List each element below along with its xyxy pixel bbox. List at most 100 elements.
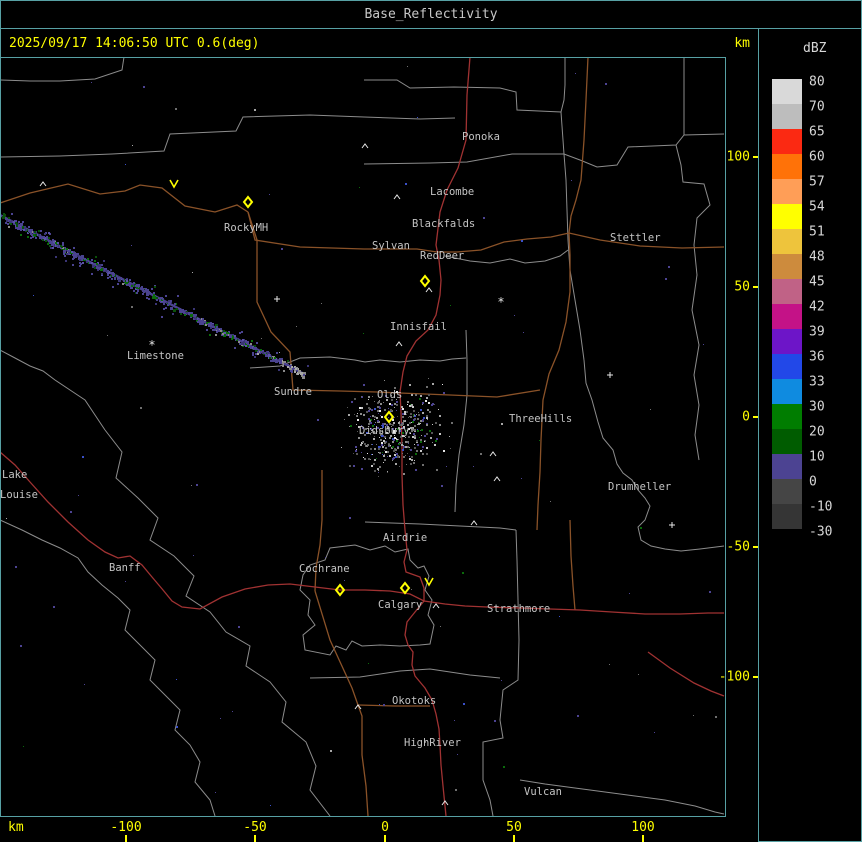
radar-echo-pixel [391,399,392,400]
radar-echo-pixel [426,433,428,435]
boundary-line [104,429,331,816]
radar-echo-pixel [609,664,610,665]
radar-echo-pixel [133,290,135,292]
radar-echo-pixel [38,234,40,236]
radar-echo-pixel [408,443,409,444]
city-label: Sylvan [372,240,410,252]
radar-echo-pixel [28,226,30,228]
boundary-line [444,249,569,264]
radar-echo-pixel [256,342,258,344]
radar-echo-pixel [57,242,59,244]
radar-echo-pixel [422,453,424,455]
radar-echo-pixel [180,313,182,315]
legend-tick-label: 0 [809,474,817,490]
radar-echo-pixel [426,417,428,419]
radar-echo-pixel [422,412,424,414]
radar-echo-pixel [371,409,373,411]
radar-echo-pixel [403,448,404,449]
radar-echo-pixel [381,425,382,426]
map-marker-vee [424,577,434,587]
timestamp-elevation-text: 2025/09/17 14:06:50 UTC 0.6(deg) [9,35,260,51]
radar-echo-pixel [112,286,114,288]
radar-echo-pixel [426,447,428,449]
radar-echo-pixel [383,402,384,403]
radar-echo-pixel [403,426,405,428]
city-label: Okotoks [392,695,436,707]
radar-echo-pixel [97,266,100,269]
radar-echo-pixel [384,445,385,446]
radar-echo-pixel [146,293,149,296]
radar-echo-pixel [396,401,398,403]
radar-echo-pixel [197,321,199,323]
radar-echo-pixel [31,234,33,236]
radar-echo-pixel [40,230,42,232]
radar-echo-pixel [377,431,378,432]
road-line-red [399,58,471,816]
radar-echo-pixel [120,277,122,279]
radar-echo-pixel [107,335,108,336]
radar-echo-pixel [66,248,68,250]
radar-echo-pixel [377,420,379,422]
radar-echo-pixel [241,342,244,345]
radar-echo-pixel [295,368,297,370]
map-marker-caret [354,704,362,710]
radar-echo-pixel [384,459,386,461]
radar-echo-pixel [393,450,395,452]
radar-site-marker [242,195,254,209]
city-label: ThreeHills [509,413,572,425]
radar-echo-pixel [415,469,417,471]
radar-echo-pixel [66,253,68,255]
radar-echo-pixel [281,248,283,250]
radar-echo-pixel [407,430,408,431]
axis-tick [753,156,759,158]
radar-echo-pixel [393,422,395,424]
radar-echo-pixel [407,404,408,405]
radar-echo-pixel [422,402,424,404]
radar-echo-pixel [117,277,120,280]
radar-echo-pixel [408,436,410,438]
radar-echo-pixel [422,464,424,466]
radar-echo-pixel [410,449,412,451]
radar-echo-pixel [605,83,607,85]
boundary-line [309,668,501,679]
radar-echo-pixel [410,427,412,429]
legend-swatch [772,254,802,279]
radar-echo-pixel [422,404,423,405]
map-marker-caret [395,341,403,347]
radar-echo-pixel [395,456,397,458]
city-label: RedDeer [420,250,464,262]
radar-echo-pixel [76,253,79,256]
radar-echo-pixel [402,408,404,410]
radar-echo-pixel [356,453,358,455]
road-line-brown [536,58,589,531]
radar-echo-pixel [368,399,369,400]
radar-echo-pixel [411,394,413,396]
city-label: Lacombe [430,186,474,198]
radar-echo-pixel [49,245,51,247]
radar-echo-pixel [64,255,66,257]
radar-echo-pixel [394,403,396,405]
radar-echo-pixel [411,459,413,461]
radar-echo-pixel [255,353,257,355]
radar-echo-pixel [190,314,193,317]
radar-echo-pixel [379,704,380,705]
svg-text:*: * [148,338,155,352]
radar-echo-pixel [173,305,175,307]
radar-echo-pixel [414,425,416,427]
boundary-line [563,153,585,361]
radar-echo-pixel [405,433,406,434]
radar-echo-pixel [432,424,433,425]
radar-map-area[interactable]: * * Ponoka Lacombe Blackfalds Sylvan RedDeer St… [0,57,726,817]
radar-site-marker [383,410,395,424]
radar-echo-pixel [107,277,109,279]
radar-echo-pixel [10,221,12,223]
radar-echo-pixel [376,458,377,459]
radar-echo-pixel [501,680,502,681]
radar-echo-pixel [35,237,37,239]
radar-echo-pixel [354,414,355,415]
radar-echo-pixel [363,333,364,334]
radar-echo-pixel [215,324,218,327]
radar-echo-pixel [404,413,406,415]
radar-echo-pixel [125,164,126,165]
